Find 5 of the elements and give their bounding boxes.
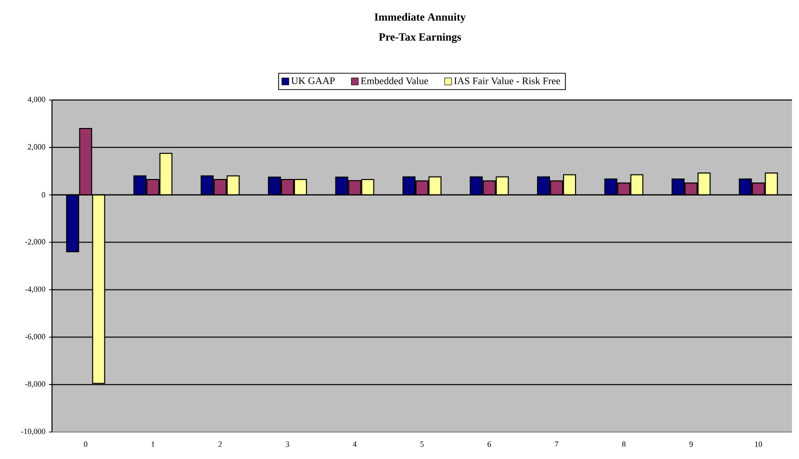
legend-label: IAS Fair Value - Risk Free — [454, 77, 560, 84]
legend-label: Embedded Value — [360, 77, 428, 84]
chart-title: Immediate Annuity — [374, 13, 466, 23]
chart-subtitle: Pre-Tax Earnings — [378, 32, 461, 44]
legend-label: UK GAAP — [291, 77, 335, 84]
